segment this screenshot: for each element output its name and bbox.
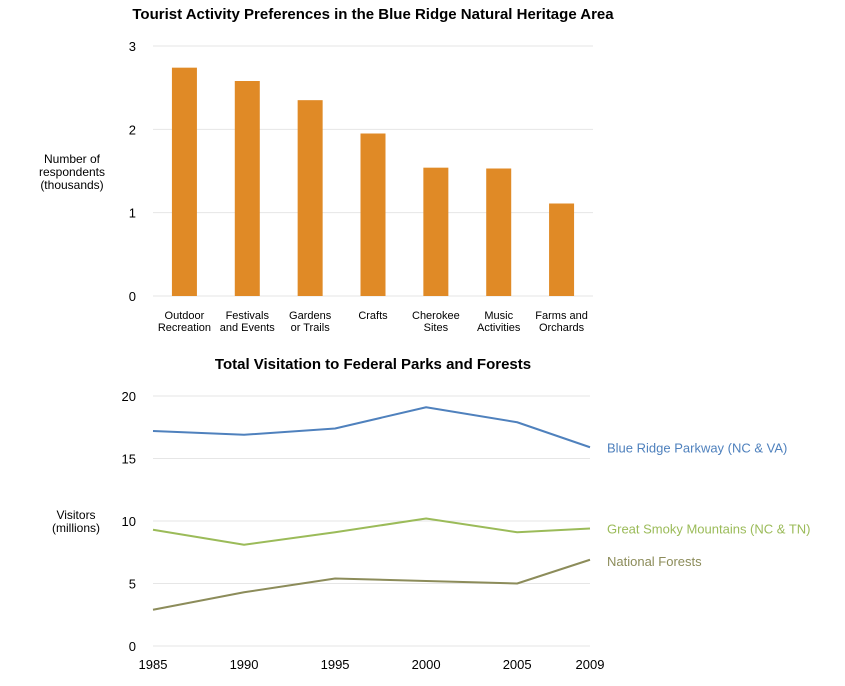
bar-category-label: Outdoor Recreation: [158, 310, 211, 334]
line-y-axis-label: Visitors (millions): [52, 508, 100, 535]
line-x-tick-label: 1985: [139, 657, 168, 672]
bar-category-label-line: Farms and: [535, 310, 588, 322]
line-y-axis-label-line: (millions): [52, 521, 100, 535]
line-x-tick-label: 2005: [503, 657, 532, 672]
bar-category-label: Music Activities: [477, 310, 521, 334]
bar-y-axis-label-line: respondents: [39, 165, 105, 179]
bar-category-label-line: Music: [484, 310, 513, 322]
line-chart: Total Visitation to Federal Parks and Fo…: [52, 356, 810, 672]
bar-y-axis-label-line: (thousands): [40, 178, 103, 192]
bar: [549, 203, 575, 296]
line-y-tick-label: 0: [129, 639, 136, 654]
bar-y-tick-label: 0: [129, 289, 136, 304]
bar-y-tick-labels: 0 1 2 3: [129, 39, 136, 304]
bar-y-tick-label: 3: [129, 39, 136, 54]
bar: [297, 100, 323, 297]
line-series-label: National Forests: [607, 554, 702, 569]
bar-category-label-line: Activities: [477, 322, 521, 334]
bar: [486, 168, 512, 296]
line-series-group: [152, 406, 591, 611]
bar: [171, 67, 197, 297]
bar-category-label: Gardens or Trails: [289, 310, 332, 334]
bar-y-tick-label: 1: [129, 206, 136, 221]
line-chart-title: Total Visitation to Federal Parks and Fo…: [215, 356, 531, 373]
bar-category-labels: Outdoor Recreation Festivals and Events Gard…: [158, 310, 588, 334]
bar-category-label-line: Outdoor: [165, 310, 205, 322]
bar: [234, 81, 260, 296]
bar-category-label: Crafts: [358, 310, 388, 322]
line-y-tick-label: 10: [122, 514, 136, 529]
bar-category-label-line: and Events: [220, 322, 276, 334]
line-y-tick-label: 20: [122, 389, 136, 404]
line-x-tick-label: 2000: [412, 657, 441, 672]
line-series: [152, 558, 591, 611]
bar-category-label-line: Cherokee: [412, 310, 460, 322]
line-x-tick-label: 1990: [230, 657, 259, 672]
bar-chart-title: Tourist Activity Preferences in the Blue…: [132, 6, 614, 23]
line-y-tick-label: 5: [129, 577, 136, 592]
line-series-label: Great Smoky Mountains (NC & TN): [607, 522, 810, 537]
bar-series: [171, 67, 575, 297]
bar-category-label: Festivals and Events: [220, 310, 276, 334]
line-series-labels: Blue Ridge Parkway (NC & VA) Great Smoky …: [607, 440, 810, 569]
line-series-label: Blue Ridge Parkway (NC & VA): [607, 440, 787, 455]
line-x-tick-label: 2009: [576, 657, 605, 672]
bar-category-label-line: Sites: [424, 322, 449, 334]
line-x-tick-label: 1995: [321, 657, 350, 672]
line-y-tick-label: 15: [122, 452, 136, 467]
bar-category-label-line: or Trails: [291, 322, 331, 334]
bar-chart: Tourist Activity Preferences in the Blue…: [39, 6, 614, 334]
bar-y-axis-label: Number of respondents (thousands): [39, 152, 105, 192]
bar-category-label-line: Orchards: [539, 322, 585, 334]
bar-y-tick-label: 2: [129, 122, 136, 137]
bar-y-axis-label-line: Number of: [44, 152, 101, 166]
bar-category-label-line: Festivals: [226, 310, 270, 322]
bar-category-label: Farms and Orchards: [535, 310, 588, 334]
bar-category-label: Cherokee Sites: [412, 310, 460, 334]
bar-category-label-line: Recreation: [158, 322, 211, 334]
bar-category-label-line: Crafts: [358, 310, 388, 322]
bar: [360, 133, 386, 296]
line-x-tick-labels: 1985 1990 1995 2000 2005 2009: [139, 657, 605, 672]
line-series: [152, 517, 591, 546]
line-y-axis-label-line: Visitors: [56, 508, 95, 522]
bar-category-label-line: Gardens: [289, 310, 332, 322]
line-y-tick-labels: 0 5 10 15 20: [122, 389, 136, 654]
bar: [423, 167, 449, 296]
line-series: [152, 406, 591, 449]
